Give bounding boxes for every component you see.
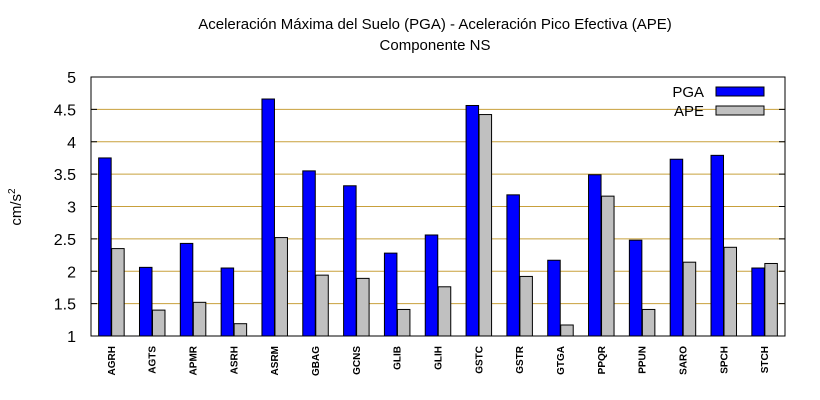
bar-pga-gtga <box>547 259 561 337</box>
chart-title: Aceleración Máxima del Suelo (PGA) - Ace… <box>198 16 672 33</box>
x-tick-label: ASRM <box>270 346 281 375</box>
y-tick-label: 1 <box>67 329 76 346</box>
bar-ape-agrh <box>111 248 125 337</box>
bar-pga-ppun <box>628 239 643 337</box>
y-tick-label: 4 <box>67 135 76 152</box>
bar-ape-asrh <box>233 323 248 337</box>
y-axis-label-superscript: 2 <box>7 188 18 194</box>
x-tick-label: AGTS <box>148 346 159 374</box>
bar-pga-gstc <box>465 104 480 337</box>
bar-pga-apmr <box>179 242 194 337</box>
bar-ape-gbag <box>315 274 329 337</box>
bar-pga-ppqr <box>588 174 602 337</box>
bar-ape-glib <box>396 308 411 337</box>
x-tick-label: GCNS <box>352 346 363 375</box>
bar-ape-asrm <box>274 237 288 337</box>
legend-label-pga: PGA <box>672 84 704 101</box>
bar-ape-gstc <box>478 114 493 337</box>
bar-ape-agts <box>151 309 166 337</box>
y-tick-label: 5 <box>67 70 76 87</box>
y-tick-label: 3.5 <box>54 167 76 184</box>
bar-pga-asrm <box>261 98 275 337</box>
bar-ape-ppun <box>641 308 656 337</box>
y-axis-label: cm/s2 <box>7 188 25 226</box>
bar-pga-gcns <box>343 185 357 337</box>
y-axis-label-base: cm/s <box>8 194 25 226</box>
bar-ape-gtga <box>560 324 574 337</box>
bar-pga-asrh <box>220 267 235 337</box>
bar-pga-glib <box>383 252 398 337</box>
y-tick-label: 2.5 <box>54 232 76 249</box>
gridlines <box>91 108 785 305</box>
bar-pga-agts <box>138 266 153 337</box>
bar-ape-stch <box>764 262 778 337</box>
x-tick-label: SPCH <box>719 346 730 374</box>
bar-pga-gstr <box>506 194 520 337</box>
bar-pga-agrh <box>98 157 112 337</box>
x-tick-label: AGRH <box>107 346 118 375</box>
bar-ape-gcns <box>356 277 370 337</box>
bar-ape-spch <box>723 246 738 337</box>
bar-pga-stch <box>751 267 765 337</box>
x-tick-label: GSTC <box>474 346 485 374</box>
bar-pga-gbag <box>302 170 316 337</box>
bar-pga-glih <box>424 234 439 337</box>
x-tick-label: GLIB <box>393 346 404 370</box>
bar-pga-saro <box>669 158 684 337</box>
bar-ape-saro <box>682 261 697 337</box>
x-tick-label: SARO <box>678 346 689 375</box>
x-tick-label: GTGA <box>556 346 567 375</box>
y-tick-label: 1.5 <box>54 297 76 314</box>
y-tick-label: 2 <box>67 264 76 281</box>
y-axis: 1 1.5 2 2.5 3 3.5 4 4.5 5 <box>54 70 785 346</box>
legend-label-ape: APE <box>674 103 704 120</box>
legend: PGA APE <box>672 84 765 120</box>
bar-ape-gstr <box>519 275 533 337</box>
x-tick-label: STCH <box>760 346 771 373</box>
x-tick-label: GBAG <box>311 346 322 376</box>
x-axis: AGRH AGTS APMR ASRH ASRM GBAG GCNS GLIB GLIH GSTC… <box>107 330 771 376</box>
x-tick-label: PPQR <box>597 345 608 374</box>
x-tick-label: GLIH <box>434 346 445 370</box>
legend-swatch-pga <box>715 86 765 97</box>
chart-subtitle: Componente NS <box>379 37 491 54</box>
bar-pga-spch <box>710 154 725 337</box>
x-tick-label: PPUN <box>638 346 649 374</box>
y-tick-label: 4.5 <box>54 102 76 119</box>
x-tick-label: APMR <box>189 345 200 375</box>
bar-ape-apmr <box>192 301 207 337</box>
bars <box>98 98 778 337</box>
x-tick-label: GSTR <box>515 345 526 374</box>
y-tick-label: 3 <box>67 200 76 217</box>
bar-ape-ppqr <box>601 195 615 337</box>
legend-swatch-ape <box>715 105 765 116</box>
bar-ape-glih <box>437 286 452 337</box>
x-tick-label: ASRH <box>229 346 240 374</box>
